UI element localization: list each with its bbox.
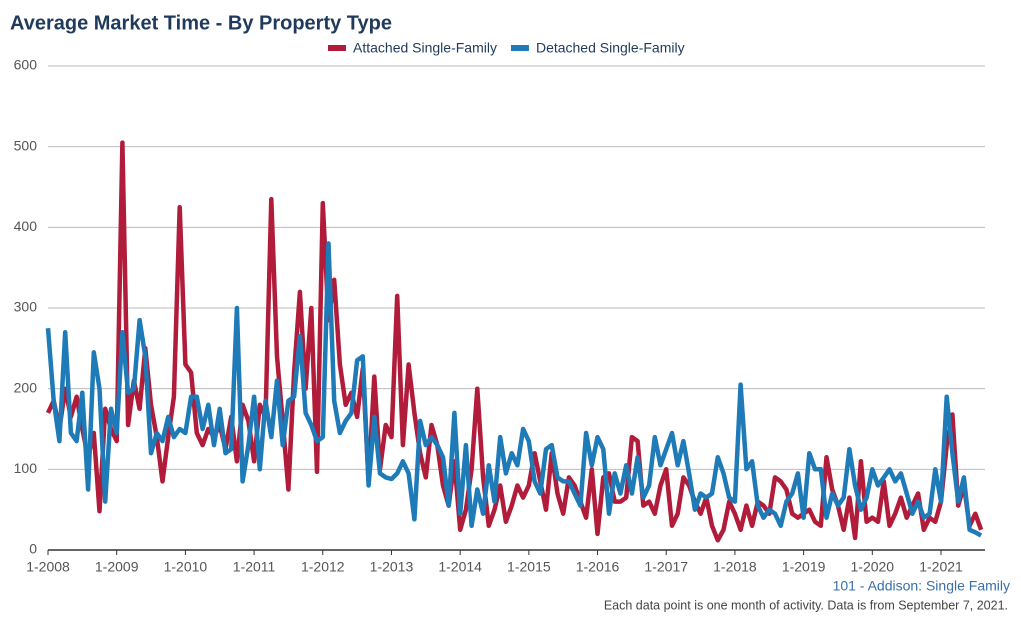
y-tick-label: 500: [14, 137, 38, 153]
x-tick-label: 1-2014: [438, 559, 482, 575]
legend-label: Detached Single-Family: [536, 40, 685, 56]
x-tick-label: 1-2008: [26, 559, 70, 575]
x-tick-label: 1-2018: [713, 559, 757, 575]
x-tick-label: 1-2013: [370, 559, 414, 575]
series-line: [45, 241, 983, 538]
x-tick-label: 1-2016: [576, 559, 620, 575]
x-tick-label: 1-2017: [644, 559, 688, 575]
legend-swatch: [510, 45, 529, 51]
y-tick-label: 400: [14, 218, 38, 234]
y-tick-label: 200: [14, 379, 38, 395]
annotation: 101 - Addison: Single Family: [833, 578, 1010, 594]
x-tick-label: 1-2011: [233, 559, 276, 575]
y-tick-label: 100: [14, 460, 38, 476]
x-tick-label: 1-2015: [507, 559, 551, 575]
x-tick-label: 1-2010: [164, 559, 208, 575]
legend: Attached Single-Family Detached Single-Fa…: [328, 40, 685, 56]
legend-label: Attached Single-Family: [353, 40, 497, 56]
x-tick-label: 1-2021: [919, 559, 963, 575]
legend-swatch: [328, 45, 346, 51]
x-tick-label: 1-2009: [95, 559, 139, 575]
x-tick-label: 1-2019: [782, 559, 826, 575]
chart-title: Average Market Time - By Property Type: [10, 12, 392, 34]
x-tick-label: 1-2020: [851, 559, 895, 575]
y-tick-label: 0: [29, 541, 37, 557]
footnote: Each data point is one month of activity…: [604, 598, 1008, 612]
series-line: [45, 140, 984, 543]
y-tick-label: 300: [14, 299, 38, 315]
y-tick-label: 600: [14, 57, 38, 73]
x-tick-label: 1-2012: [301, 559, 345, 575]
